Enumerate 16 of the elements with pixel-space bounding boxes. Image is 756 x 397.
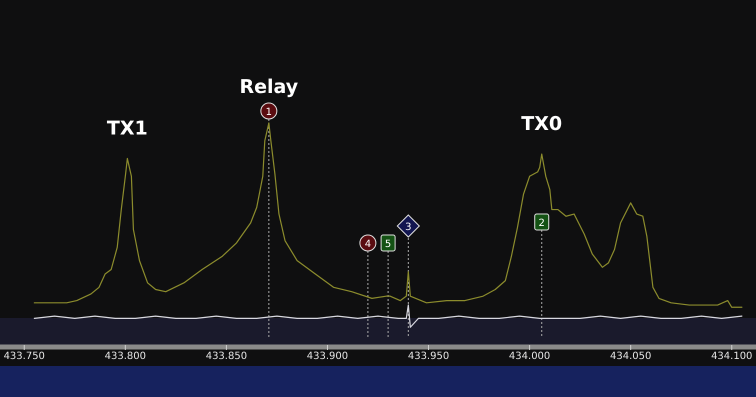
x-tick-label: 433.800 (104, 351, 146, 362)
text: 1 (266, 107, 272, 118)
annotation: 3 (405, 222, 412, 233)
x-tick-label: 433.850 (206, 351, 248, 362)
x-tick-label: 434.000 (508, 351, 550, 362)
annotation: 4 (364, 239, 372, 250)
annotation: TX1 (106, 118, 148, 140)
annotation: 5 (384, 239, 392, 250)
annotation: Relay (240, 76, 299, 98)
x-tick-label: 434.050 (610, 351, 652, 362)
x-tick-label: 433.900 (306, 351, 348, 362)
annotation: TX0 (521, 113, 562, 136)
x-tick-label: 433.750 (4, 351, 45, 362)
annotation: 2 (538, 218, 545, 229)
x-tick-label: 433.950 (408, 351, 450, 362)
x-tick-label: 434.100 (711, 351, 752, 362)
